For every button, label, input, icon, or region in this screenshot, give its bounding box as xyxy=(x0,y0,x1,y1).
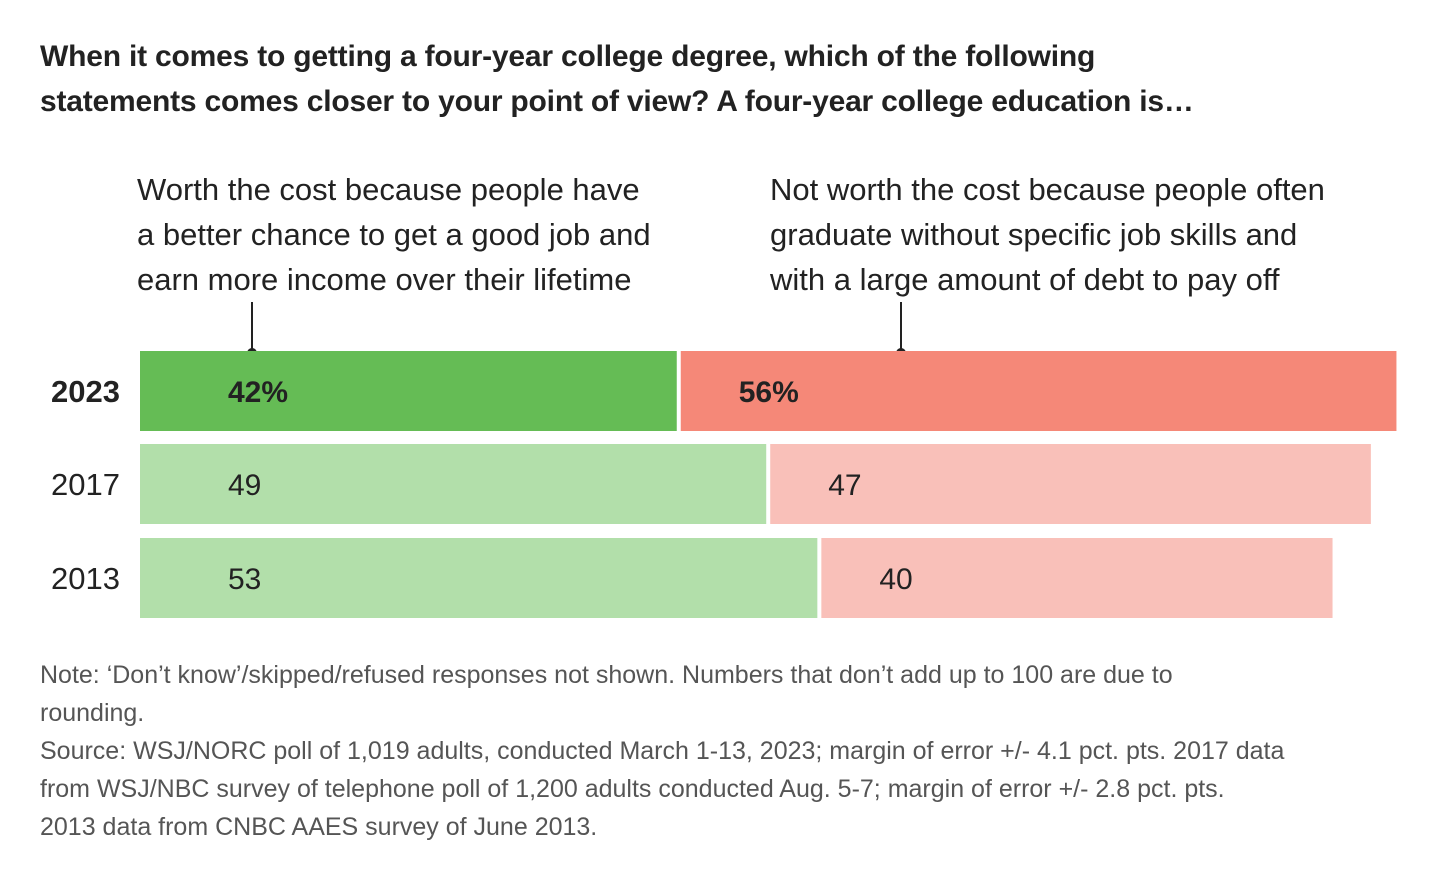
year-label-2013: 2013 xyxy=(51,561,120,596)
chart-title-line-2: statements comes closer to your point of… xyxy=(40,85,1194,118)
chart-notes: Note: ‘Don’t know’/skipped/refused respo… xyxy=(40,656,1430,846)
bar-not-worth-2023 xyxy=(680,351,1397,431)
worth-label-line-2: a better chance to get a good job and xyxy=(137,217,651,252)
value-worth-2017: 49 xyxy=(228,469,261,502)
worth-connector-line xyxy=(251,302,253,352)
bar-not-worth-2013 xyxy=(821,538,1333,618)
bar-worth-2023 xyxy=(140,351,677,431)
not-worth-category-label: Not worth the cost because people often … xyxy=(770,167,1325,302)
not-worth-label-line-3: with a large amount of debt to pay off xyxy=(770,262,1280,297)
year-label-2023: 2023 xyxy=(51,374,120,409)
value-worth-2013: 53 xyxy=(228,563,261,596)
bar-worth-2013 xyxy=(140,538,818,618)
stacked-bar-chart: 2023 42% 56% 2017 49 47 2013 53 40 xyxy=(51,351,1397,618)
value-worth-2023: 42% xyxy=(228,376,288,409)
chart-title-line-1: When it comes to getting a four-year col… xyxy=(40,40,1096,73)
source-line-2: from WSJ/NBC survey of telephone poll of… xyxy=(40,775,1225,803)
source-line-3: 2013 data from CNBC AAES survey of June … xyxy=(40,813,598,841)
not-worth-label-line-1: Not worth the cost because people often xyxy=(770,172,1325,207)
value-not-worth-2017: 47 xyxy=(828,469,861,502)
worth-category-label: Worth the cost because people have a bet… xyxy=(137,167,651,302)
bar-worth-2017 xyxy=(140,444,767,524)
source-line-1: Source: WSJ/NORC poll of 1,019 adults, c… xyxy=(40,737,1285,765)
not-worth-label-line-2: graduate without specific job skills and xyxy=(770,217,1298,252)
note-line-2: rounding. xyxy=(40,699,145,727)
bar-not-worth-2017 xyxy=(770,444,1371,524)
year-label-2017: 2017 xyxy=(51,467,120,502)
worth-label-line-1: Worth the cost because people have xyxy=(137,172,640,207)
not-worth-connector-line xyxy=(900,302,902,352)
note-line-1: Note: ‘Don’t know’/skipped/refused respo… xyxy=(40,661,1173,689)
value-not-worth-2013: 40 xyxy=(879,563,912,596)
value-not-worth-2023: 56% xyxy=(739,376,799,409)
chart-title: When it comes to getting a four-year col… xyxy=(40,34,1400,124)
worth-label-line-3: earn more income over their lifetime xyxy=(137,262,632,297)
